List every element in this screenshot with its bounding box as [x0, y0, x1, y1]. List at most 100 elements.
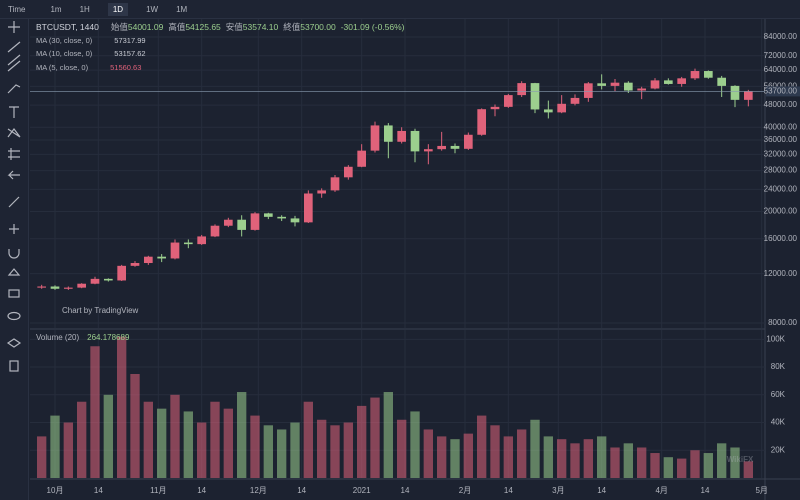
volume-bar — [223, 408, 233, 478]
time-button[interactable]: Time — [8, 4, 26, 14]
x-tick-label: 5月 — [755, 486, 767, 495]
trendline-icon[interactable] — [7, 41, 21, 53]
volume-bar — [610, 447, 620, 478]
y-tick-label: 32000.00 — [764, 149, 798, 158]
volume-bar — [63, 422, 73, 478]
brush-icon[interactable] — [7, 84, 21, 94]
zoom-icon[interactable] — [9, 224, 19, 234]
pattern-icon[interactable] — [7, 128, 21, 138]
volume-bar — [277, 429, 287, 478]
indicator-row: MA (5, close, 0) 51560.63 — [36, 61, 410, 75]
volume-bar — [197, 422, 207, 478]
volume-bar — [743, 461, 753, 478]
eye-icon[interactable] — [7, 311, 21, 321]
text-icon[interactable] — [9, 106, 19, 118]
y-tick-label: 40K — [771, 418, 786, 427]
y-tick-label: 64000.00 — [764, 65, 798, 74]
x-tick-label: 14 — [197, 486, 206, 495]
candle-body — [130, 263, 140, 266]
candle-body — [744, 91, 753, 100]
y-tick-label: 20000.00 — [764, 207, 798, 216]
candle-body — [544, 109, 553, 113]
candle-body — [624, 82, 633, 91]
x-tick-label: 11月 — [150, 486, 166, 495]
drawing-toolbar — [0, 19, 29, 500]
x-tick-label: 14 — [597, 486, 606, 495]
volume-bar — [463, 433, 473, 478]
indicator-name: MA (5, close, 0) — [36, 62, 89, 72]
indicator-name: MA (10, close, 0) — [36, 49, 93, 58]
volume-bar — [717, 443, 727, 478]
candle-body — [597, 83, 606, 86]
candle-body — [490, 106, 500, 110]
volume-bar — [423, 429, 433, 478]
interval-button[interactable]: 1H — [79, 4, 90, 14]
candle-body — [410, 130, 420, 152]
candle-body — [530, 83, 540, 110]
x-tick-label: 12月 — [250, 486, 267, 495]
ohlc-label: 始值 — [110, 22, 128, 32]
volume-bar — [677, 458, 687, 478]
volume-bar — [117, 336, 127, 478]
volume-bar — [290, 422, 300, 478]
y-tick-label: 48000.00 — [764, 100, 798, 109]
layers-icon[interactable] — [6, 338, 22, 348]
indicator-list: MA (30, close, 0) 57317.99 MA (10, close, … — [36, 34, 410, 75]
volume-bar — [210, 401, 220, 478]
forecast-icon[interactable] — [8, 148, 20, 160]
fib-icon[interactable] — [7, 54, 21, 72]
y-tick-label: 56000.00 — [764, 81, 798, 90]
back-icon[interactable] — [7, 170, 20, 180]
interval-button[interactable]: 1D — [107, 2, 129, 16]
candle-body — [570, 97, 580, 104]
lock-draw-icon[interactable] — [7, 268, 21, 276]
volume-bar — [343, 422, 353, 478]
x-tick-label: 2021 — [353, 486, 371, 495]
candle-body — [330, 177, 340, 191]
ruler-icon[interactable] — [8, 196, 20, 208]
volume-bar — [450, 439, 460, 478]
volume-bar — [183, 411, 193, 478]
volume-bar — [730, 447, 740, 478]
y-tick-label: 16000.00 — [764, 234, 798, 243]
candle-body — [477, 109, 486, 135]
volume-bar — [530, 419, 540, 478]
volume-bar — [357, 405, 367, 478]
volume-bar — [437, 436, 447, 478]
x-tick-label: 2月 — [459, 486, 471, 495]
last-price-tag — [766, 86, 800, 97]
candle-body — [637, 88, 646, 91]
candle-body — [610, 82, 620, 86]
candle-body — [117, 265, 126, 281]
interval-button[interactable]: 1W — [146, 4, 159, 14]
candle-body — [664, 80, 673, 84]
ohlc-label: 安值 — [225, 22, 243, 32]
volume-bar — [170, 394, 180, 478]
candle-body — [730, 85, 740, 100]
y-tick-label: 100K — [766, 334, 785, 343]
candle-body — [50, 286, 60, 289]
trash-icon[interactable] — [9, 360, 19, 372]
ohlc-value: 54001.09 — [127, 22, 164, 32]
candle-body — [304, 193, 313, 223]
magnet-icon[interactable] — [8, 249, 20, 259]
volume-bar — [50, 415, 60, 478]
interval-button[interactable]: 1m — [50, 4, 62, 14]
candle-body — [650, 80, 660, 89]
y-tick-label: 20K — [771, 445, 786, 454]
ohlc-value: 53700.00 — [300, 22, 336, 32]
interval-button[interactable]: 1M — [176, 4, 188, 14]
crosshair-icon[interactable] — [8, 21, 20, 33]
volume-bar — [557, 439, 567, 478]
volume-bar — [370, 397, 380, 478]
candle-body — [344, 166, 353, 178]
candle-body — [517, 83, 526, 96]
candle-body — [77, 283, 86, 288]
candle-body — [90, 278, 100, 284]
change: -301.09 (-0.56%) — [340, 22, 405, 32]
candle-body — [224, 219, 233, 226]
volume-bar — [250, 415, 260, 478]
lock-icon[interactable] — [8, 289, 20, 298]
wikifx-watermark: WikiFX — [727, 455, 754, 464]
